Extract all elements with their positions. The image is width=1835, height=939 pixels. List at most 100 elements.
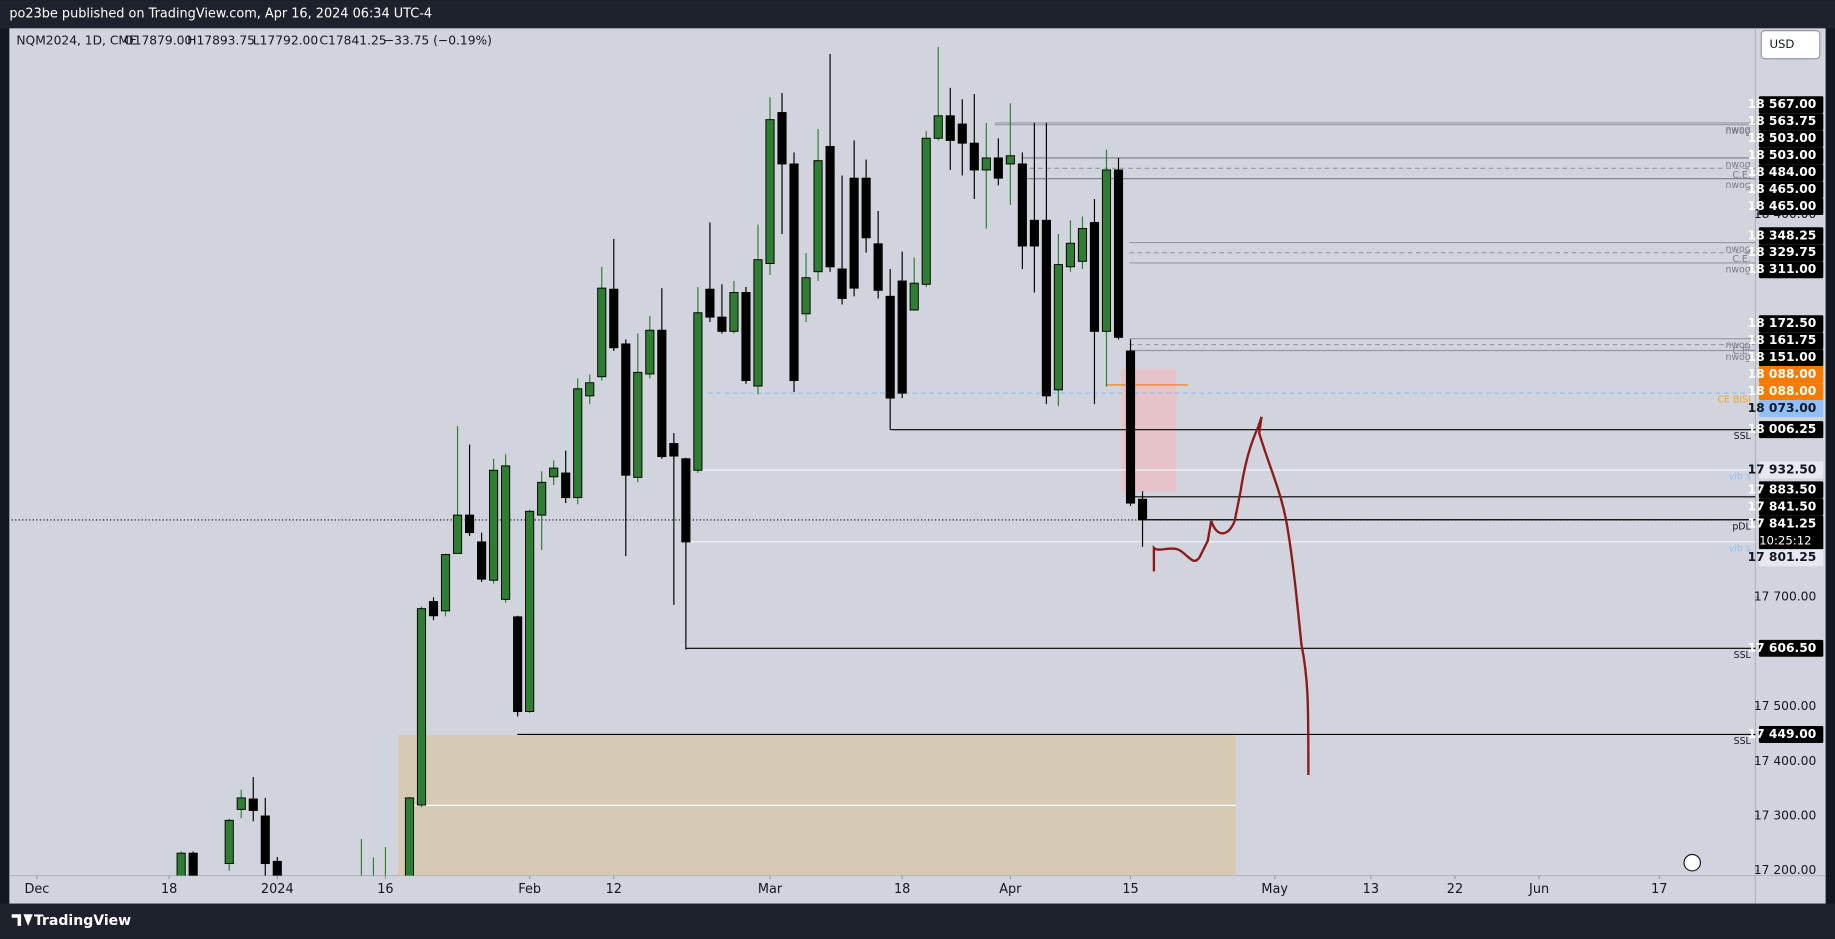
level-label: nwog <box>1725 126 1750 137</box>
candle-body <box>633 371 643 478</box>
candle-body <box>657 329 667 458</box>
x-tick-label: Mar <box>758 882 783 897</box>
price-tag-label: 18 567.00 <box>1748 97 1817 111</box>
candle-body <box>921 137 931 285</box>
candle-body <box>813 160 823 273</box>
price-tag-label: 18 465.00 <box>1748 199 1817 213</box>
candle-body <box>945 115 955 141</box>
candle-body <box>777 112 787 165</box>
candle-body <box>693 312 703 471</box>
countdown: 10:25:12 <box>1759 533 1812 547</box>
plot <box>397 368 1236 876</box>
candle-body <box>825 145 835 268</box>
x-tick-label: Feb <box>518 882 541 897</box>
candle-body <box>873 243 883 291</box>
price-tag-label: 17 606.50 <box>1748 641 1817 655</box>
price-tag-label: 18 465.00 <box>1748 182 1817 196</box>
logo <box>11 914 33 926</box>
candle-body <box>741 292 751 382</box>
y-tick-label: 17 500.00 <box>1754 699 1816 713</box>
candle-body <box>765 119 775 264</box>
clock-icon[interactable] <box>1683 853 1702 872</box>
price-tag-label: 18 088.00 <box>1748 367 1817 381</box>
price-tag-label: 18 348.25 <box>1748 228 1817 242</box>
currency[interactable]: USD <box>1769 37 1794 51</box>
candle-body <box>525 510 535 712</box>
level-label: SSL <box>1734 650 1752 661</box>
candle-body <box>645 329 655 375</box>
price-tag <box>1758 96 1824 114</box>
price-tag <box>1758 113 1824 131</box>
level-label: nwog <box>1725 124 1750 135</box>
candle-body <box>753 259 763 387</box>
candle-body <box>801 277 811 315</box>
price-tag <box>1758 332 1824 350</box>
candle-body <box>452 514 463 554</box>
x-tick-label: 2024 <box>261 882 294 897</box>
candle-body <box>969 142 979 171</box>
candles <box>176 46 1148 876</box>
candle-body <box>1005 155 1015 165</box>
candle-body <box>1041 219 1051 397</box>
candle-body <box>1113 169 1124 338</box>
candle-body <box>549 467 559 478</box>
level-label: SSL <box>1734 431 1752 442</box>
candle-body <box>537 481 547 516</box>
price-tag-label: 18 151.00 <box>1748 350 1817 364</box>
price-tag <box>1758 481 1824 499</box>
x-tick-label: Dec <box>24 882 49 897</box>
candle-body <box>260 815 270 865</box>
price-tag <box>1758 147 1824 165</box>
level-label: vib s <box>1729 543 1751 554</box>
level-label: C.E. <box>1732 346 1750 357</box>
price-tag-label: 17 883.50 <box>1748 482 1817 496</box>
x-tick-label: Apr <box>999 882 1022 897</box>
candle-body <box>573 388 583 499</box>
candle-body <box>597 287 607 378</box>
price-tag <box>1758 130 1824 148</box>
x-tick-label: 13 <box>1363 882 1379 897</box>
price-tag <box>1758 366 1824 384</box>
candle-body <box>1137 498 1148 521</box>
price-tag-label: 18 161.75 <box>1748 333 1817 347</box>
x-tick-label: 17 <box>1651 882 1667 897</box>
x-tick-label: Jun <box>1528 882 1549 897</box>
x-tick-label: 15 <box>1122 882 1138 897</box>
candle-body <box>849 177 859 289</box>
price-tag <box>1758 400 1824 418</box>
candle-body <box>861 177 871 239</box>
price-tag <box>1758 549 1824 567</box>
price-tag-label: 18 503.00 <box>1748 131 1817 145</box>
price-tag <box>1758 261 1824 279</box>
bottom-bar <box>0 903 1835 939</box>
x-tick-label: 18 <box>894 882 910 897</box>
level-label: nwog <box>1725 244 1750 255</box>
level-label: nwog <box>1725 352 1750 363</box>
price-tag-label: 17 449.00 <box>1748 727 1817 741</box>
x-tick-label: 12 <box>606 882 622 897</box>
ohlc-close: C17841.25 <box>319 34 386 48</box>
price-tag <box>1758 181 1824 199</box>
candle-body <box>681 458 691 543</box>
candle-body <box>440 554 451 612</box>
level-label: C.E. <box>1732 254 1750 265</box>
candle-body <box>248 798 258 811</box>
candle-body <box>789 163 799 382</box>
price-tag-label: 17 841.50 <box>1748 499 1817 513</box>
currency-button[interactable] <box>1760 30 1821 60</box>
candle-body <box>188 852 198 876</box>
level-label: CE BISI <box>1717 395 1750 406</box>
y-tick-label: 17 200.00 <box>1754 863 1816 877</box>
ohlc-low: L17792.00 <box>253 34 318 48</box>
ohlc-high: H17893.75 <box>187 34 255 48</box>
price-tag <box>1758 383 1824 401</box>
drawing <box>1152 416 1310 775</box>
y-tick-label: 17 700.00 <box>1754 590 1816 604</box>
candle-body <box>428 601 439 617</box>
level-label: vib s <box>1729 472 1751 483</box>
candle-body <box>272 860 282 876</box>
x-tick-label: 16 <box>377 882 393 897</box>
candle-body <box>897 280 907 394</box>
